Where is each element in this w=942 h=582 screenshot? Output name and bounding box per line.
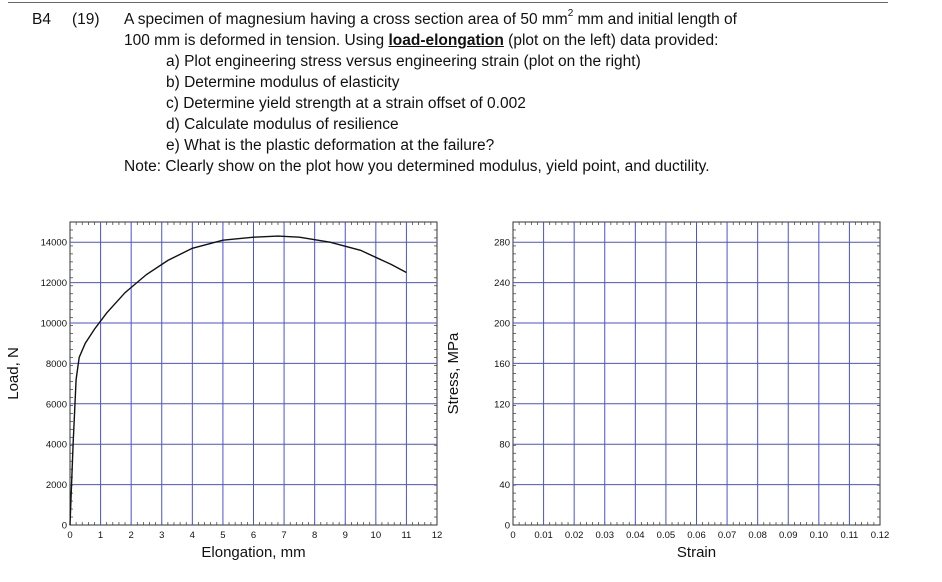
x-tick-label: 0.10 [810,530,829,541]
x-tick-label: 8 [312,530,317,541]
data-curve [69,235,407,526]
y-tick-label: 40 [499,480,510,491]
x-tick-label: 0.08 [748,530,767,541]
task-item-c: c) Determine yield strength at a strain … [166,95,526,112]
x-tick-label: 0.12 [871,530,890,541]
x-tick-label: 5 [220,530,225,541]
x-tick-label: 4 [190,530,195,541]
y-tick-label: 0 [62,521,67,532]
task-item-a: a) Plot engineering stress versus engine… [166,53,641,70]
y-axis-title: Load, N [5,347,22,400]
x-tick-label: 0.11 [841,530,859,541]
task-item-d: d) Calculate modulus of resilience [166,116,399,133]
x-tick-label: 0.07 [718,530,737,541]
task-item-b: b) Determine modulus of elasticity [166,74,400,91]
problem-line-1: A specimen of magnesium having a cross s… [124,7,737,30]
y-tick-label: 0 [505,521,510,532]
x-tick-label: 0.09 [779,530,798,541]
x-tick-label: 0.04 [626,530,645,541]
x-tick-label: 3 [159,530,164,541]
problem-note: Note: Clearly show on the plot how you d… [124,158,710,175]
y-tick-label: 200 [494,319,510,330]
problem-line-2: 100 mm is deformed in tension. Using loa… [32,30,912,51]
x-tick-label: 11 [401,530,411,541]
line2-text-a: 100 mm is deformed in tension. Using [124,32,389,49]
problem-statement: B4 (19) A specimen of magnesium having a… [32,7,912,177]
x-tick-label: 0.05 [657,530,676,541]
load-elongation-chart: 0 1 2 3 4 5 6 7 8 9 10 11 12020004000600080001000012… [5,221,443,561]
y-tick-label: 6000 [46,399,67,410]
x-tick-label: 9 [343,530,348,541]
x-tick-label: 6 [251,530,256,541]
x-tick-label: 0.06 [687,530,706,541]
stress-strain-chart: 0 0.01 0.02 0.03 0.04 0.05 0.06 0.07 0.08 0.09 0.1… [445,221,890,561]
x-tick-label: 0 [510,530,515,541]
y-tick-label: 160 [494,359,510,370]
y-tick-label: 2000 [46,480,67,491]
x-tick-label: 7 [281,530,286,541]
x-tick-label: 0.03 [596,530,615,541]
x-tick-label: 12 [432,530,443,541]
superscript-2: 2 [567,7,574,19]
problem-points: (19) [72,11,100,28]
line2-text-b: (plot on the left) data provided: [503,32,719,49]
y-tick-label: 4000 [46,440,67,451]
y-tick-label: 8000 [46,359,67,370]
y-tick-label: 14000 [41,238,67,249]
x-tick-label: 0.01 [534,530,553,541]
x-tick-label: 10 [371,530,382,541]
y-tick-label: 80 [499,440,510,451]
y-tick-label: 12000 [41,278,67,289]
y-tick-label: 120 [494,399,510,410]
x-tick-label: 0.02 [565,530,584,541]
x-tick-label: 1 [98,530,103,541]
problem-id: B4 [32,11,51,28]
x-tick-label: 0 [67,530,72,541]
y-axis-title: Stress, MPa [445,332,462,414]
x-axis-title: Elongation, mm [201,544,305,561]
y-tick-label: 280 [494,238,510,249]
load-elongation-keyword: load-elongation [388,32,504,49]
line1-text-a: A specimen of magnesium having a cross s… [124,11,568,28]
top-rule [8,2,888,3]
problem-header: B4 (19) A specimen of magnesium having a… [32,7,912,30]
x-axis-title: Strain [677,544,716,561]
y-tick-label: 10000 [41,319,67,330]
x-tick-label: 2 [129,530,134,541]
line1-text-b: mm and initial length of [573,11,737,28]
y-tick-label: 240 [494,278,510,289]
task-item-e: e) What is the plastic deformation at th… [166,137,495,154]
